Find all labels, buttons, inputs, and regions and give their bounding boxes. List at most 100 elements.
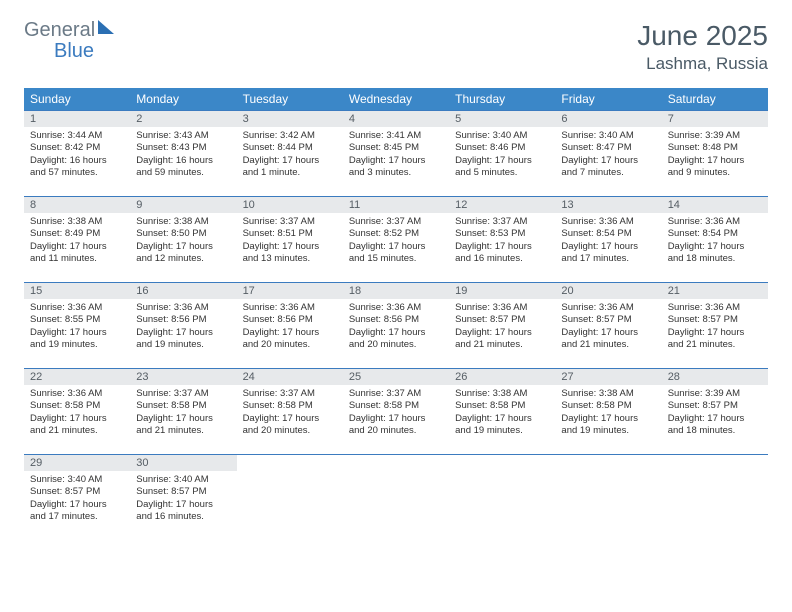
weekday-header: Friday	[555, 88, 661, 111]
calendar-cell: 8Sunrise: 3:38 AMSunset: 8:49 PMDaylight…	[24, 197, 130, 283]
calendar-cell: 20Sunrise: 3:36 AMSunset: 8:57 PMDayligh…	[555, 283, 661, 369]
day-number: 12	[449, 197, 555, 213]
day-details: Sunrise: 3:41 AMSunset: 8:45 PMDaylight:…	[343, 127, 449, 183]
day-details: Sunrise: 3:40 AMSunset: 8:57 PMDaylight:…	[130, 471, 236, 527]
location-text: Lashma, Russia	[637, 54, 768, 74]
calendar-cell: 30Sunrise: 3:40 AMSunset: 8:57 PMDayligh…	[130, 455, 236, 541]
day-details: Sunrise: 3:36 AMSunset: 8:56 PMDaylight:…	[237, 299, 343, 355]
logo: GeneralBlue	[24, 20, 114, 62]
day-number: 6	[555, 111, 661, 127]
day-details: Sunrise: 3:37 AMSunset: 8:58 PMDaylight:…	[343, 385, 449, 441]
calendar-cell: 2Sunrise: 3:43 AMSunset: 8:43 PMDaylight…	[130, 111, 236, 197]
day-number: 9	[130, 197, 236, 213]
calendar-cell: 25Sunrise: 3:37 AMSunset: 8:58 PMDayligh…	[343, 369, 449, 455]
calendar-cell	[449, 455, 555, 541]
day-details: Sunrise: 3:38 AMSunset: 8:58 PMDaylight:…	[449, 385, 555, 441]
day-number: 13	[555, 197, 661, 213]
calendar-page: GeneralBlue June 2025 Lashma, Russia Sun…	[0, 0, 792, 561]
calendar-cell: 18Sunrise: 3:36 AMSunset: 8:56 PMDayligh…	[343, 283, 449, 369]
weekday-header: Sunday	[24, 88, 130, 111]
day-details: Sunrise: 3:43 AMSunset: 8:43 PMDaylight:…	[130, 127, 236, 183]
day-details: Sunrise: 3:37 AMSunset: 8:58 PMDaylight:…	[130, 385, 236, 441]
logo-word2: Blue	[54, 40, 94, 62]
day-number: 16	[130, 283, 236, 299]
calendar-cell: 1Sunrise: 3:44 AMSunset: 8:42 PMDaylight…	[24, 111, 130, 197]
calendar-cell: 28Sunrise: 3:39 AMSunset: 8:57 PMDayligh…	[662, 369, 768, 455]
day-number: 29	[24, 455, 130, 471]
weekday-header: Wednesday	[343, 88, 449, 111]
calendar-cell: 15Sunrise: 3:36 AMSunset: 8:55 PMDayligh…	[24, 283, 130, 369]
weekday-header: Monday	[130, 88, 236, 111]
day-details: Sunrise: 3:40 AMSunset: 8:57 PMDaylight:…	[24, 471, 130, 527]
calendar-cell: 14Sunrise: 3:36 AMSunset: 8:54 PMDayligh…	[662, 197, 768, 283]
day-details: Sunrise: 3:36 AMSunset: 8:55 PMDaylight:…	[24, 299, 130, 355]
day-number: 5	[449, 111, 555, 127]
day-details: Sunrise: 3:37 AMSunset: 8:52 PMDaylight:…	[343, 213, 449, 269]
day-number: 18	[343, 283, 449, 299]
calendar-cell	[662, 455, 768, 541]
day-number: 27	[555, 369, 661, 385]
day-number: 26	[449, 369, 555, 385]
calendar-cell: 29Sunrise: 3:40 AMSunset: 8:57 PMDayligh…	[24, 455, 130, 541]
day-details: Sunrise: 3:36 AMSunset: 8:56 PMDaylight:…	[130, 299, 236, 355]
day-details: Sunrise: 3:40 AMSunset: 8:47 PMDaylight:…	[555, 127, 661, 183]
weekday-header: Tuesday	[237, 88, 343, 111]
calendar-table: SundayMondayTuesdayWednesdayThursdayFrid…	[24, 88, 768, 541]
day-details: Sunrise: 3:42 AMSunset: 8:44 PMDaylight:…	[237, 127, 343, 183]
logo-triangle-icon	[98, 20, 114, 34]
calendar-cell: 26Sunrise: 3:38 AMSunset: 8:58 PMDayligh…	[449, 369, 555, 455]
calendar-cell: 23Sunrise: 3:37 AMSunset: 8:58 PMDayligh…	[130, 369, 236, 455]
calendar-cell: 13Sunrise: 3:36 AMSunset: 8:54 PMDayligh…	[555, 197, 661, 283]
calendar-cell: 27Sunrise: 3:38 AMSunset: 8:58 PMDayligh…	[555, 369, 661, 455]
calendar-cell	[343, 455, 449, 541]
calendar-cell: 7Sunrise: 3:39 AMSunset: 8:48 PMDaylight…	[662, 111, 768, 197]
day-details: Sunrise: 3:38 AMSunset: 8:58 PMDaylight:…	[555, 385, 661, 441]
calendar-cell: 24Sunrise: 3:37 AMSunset: 8:58 PMDayligh…	[237, 369, 343, 455]
day-details: Sunrise: 3:39 AMSunset: 8:48 PMDaylight:…	[662, 127, 768, 183]
title-block: June 2025 Lashma, Russia	[637, 20, 768, 74]
day-details: Sunrise: 3:40 AMSunset: 8:46 PMDaylight:…	[449, 127, 555, 183]
day-number: 24	[237, 369, 343, 385]
day-details: Sunrise: 3:36 AMSunset: 8:56 PMDaylight:…	[343, 299, 449, 355]
calendar-cell: 16Sunrise: 3:36 AMSunset: 8:56 PMDayligh…	[130, 283, 236, 369]
day-number: 2	[130, 111, 236, 127]
day-details: Sunrise: 3:37 AMSunset: 8:58 PMDaylight:…	[237, 385, 343, 441]
day-number: 17	[237, 283, 343, 299]
weekday-header: Thursday	[449, 88, 555, 111]
calendar-cell: 9Sunrise: 3:38 AMSunset: 8:50 PMDaylight…	[130, 197, 236, 283]
calendar-cell	[555, 455, 661, 541]
day-details: Sunrise: 3:39 AMSunset: 8:57 PMDaylight:…	[662, 385, 768, 441]
month-title: June 2025	[637, 20, 768, 52]
day-number: 25	[343, 369, 449, 385]
day-number: 21	[662, 283, 768, 299]
day-number: 23	[130, 369, 236, 385]
day-details: Sunrise: 3:37 AMSunset: 8:53 PMDaylight:…	[449, 213, 555, 269]
day-number: 20	[555, 283, 661, 299]
day-details: Sunrise: 3:38 AMSunset: 8:49 PMDaylight:…	[24, 213, 130, 269]
day-details: Sunrise: 3:38 AMSunset: 8:50 PMDaylight:…	[130, 213, 236, 269]
calendar-cell: 4Sunrise: 3:41 AMSunset: 8:45 PMDaylight…	[343, 111, 449, 197]
calendar-body: 1Sunrise: 3:44 AMSunset: 8:42 PMDaylight…	[24, 111, 768, 541]
calendar-cell	[237, 455, 343, 541]
day-details: Sunrise: 3:36 AMSunset: 8:57 PMDaylight:…	[662, 299, 768, 355]
calendar-cell: 21Sunrise: 3:36 AMSunset: 8:57 PMDayligh…	[662, 283, 768, 369]
calendar-cell: 12Sunrise: 3:37 AMSunset: 8:53 PMDayligh…	[449, 197, 555, 283]
day-number: 14	[662, 197, 768, 213]
page-header: GeneralBlue June 2025 Lashma, Russia	[24, 20, 768, 74]
day-number: 30	[130, 455, 236, 471]
day-number: 19	[449, 283, 555, 299]
day-details: Sunrise: 3:36 AMSunset: 8:57 PMDaylight:…	[449, 299, 555, 355]
day-details: Sunrise: 3:36 AMSunset: 8:57 PMDaylight:…	[555, 299, 661, 355]
day-number: 10	[237, 197, 343, 213]
weekday-header: Saturday	[662, 88, 768, 111]
calendar-cell: 6Sunrise: 3:40 AMSunset: 8:47 PMDaylight…	[555, 111, 661, 197]
calendar-cell: 10Sunrise: 3:37 AMSunset: 8:51 PMDayligh…	[237, 197, 343, 283]
calendar-cell: 11Sunrise: 3:37 AMSunset: 8:52 PMDayligh…	[343, 197, 449, 283]
calendar-cell: 3Sunrise: 3:42 AMSunset: 8:44 PMDaylight…	[237, 111, 343, 197]
day-number: 1	[24, 111, 130, 127]
day-details: Sunrise: 3:36 AMSunset: 8:54 PMDaylight:…	[555, 213, 661, 269]
day-details: Sunrise: 3:36 AMSunset: 8:54 PMDaylight:…	[662, 213, 768, 269]
day-number: 11	[343, 197, 449, 213]
day-number: 8	[24, 197, 130, 213]
day-number: 22	[24, 369, 130, 385]
